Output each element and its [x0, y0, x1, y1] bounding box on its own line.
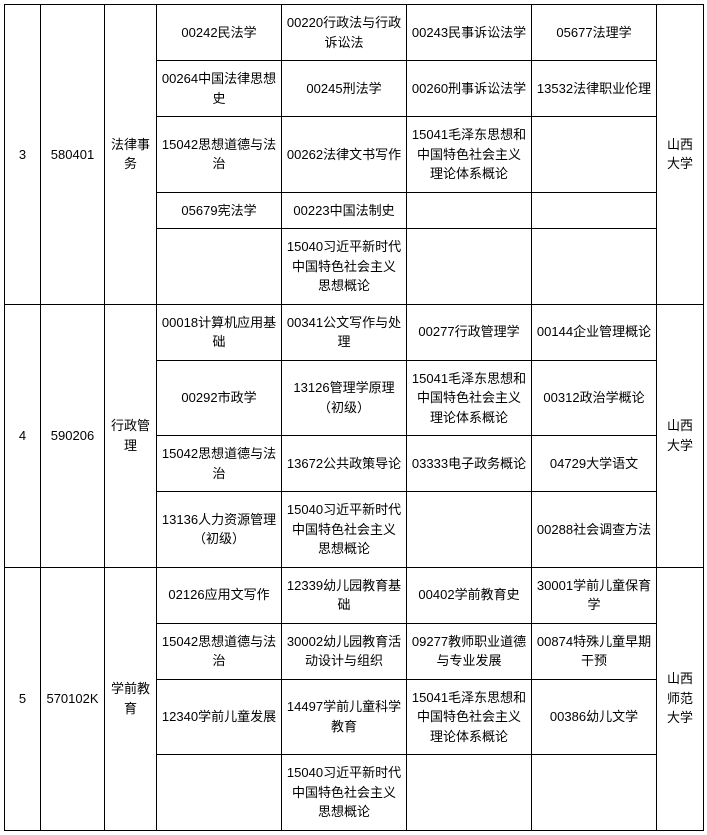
- major-code: 580401: [41, 5, 105, 305]
- row-index: 4: [5, 304, 41, 567]
- course-cell: 15042思想道德与法治: [157, 623, 282, 679]
- course-cell: 30001学前儿童保育学: [532, 567, 657, 623]
- course-cell: [407, 192, 532, 229]
- course-cell: 00245刑法学: [282, 61, 407, 117]
- major-code: 570102K: [41, 567, 105, 830]
- course-cell: [407, 755, 532, 831]
- course-cell: 15041毛泽东思想和中国特色社会主义理论体系概论: [407, 679, 532, 755]
- course-cell: [157, 229, 282, 305]
- course-cell: 00288社会调查方法: [532, 492, 657, 568]
- course-cell: [407, 492, 532, 568]
- course-cell: 02126应用文写作: [157, 567, 282, 623]
- course-cell: 00144企业管理概论: [532, 304, 657, 360]
- course-cell: 15041毛泽东思想和中国特色社会主义理论体系概论: [407, 360, 532, 436]
- course-cell: 00243民事诉讼法学: [407, 5, 532, 61]
- course-cell: 15040习近平新时代中国特色社会主义思想概论: [282, 755, 407, 831]
- school-name: 山西师范大学: [657, 567, 704, 830]
- course-cell: 00262法律文书写作: [282, 117, 407, 193]
- course-cell: 00277行政管理学: [407, 304, 532, 360]
- course-cell: 00260刑事诉讼法学: [407, 61, 532, 117]
- course-cell: [157, 755, 282, 831]
- course-cell: 12340学前儿童发展: [157, 679, 282, 755]
- school-name: 山西大学: [657, 5, 704, 305]
- table-row: 5570102K学前教育02126应用文写作12339幼儿园教育基础00402学…: [5, 567, 704, 623]
- course-cell: 00242民法学: [157, 5, 282, 61]
- table-row: 4590206行政管理00018计算机应用基础00341公文写作与处理00277…: [5, 304, 704, 360]
- course-cell: [532, 229, 657, 305]
- course-cell: 04729大学语文: [532, 436, 657, 492]
- course-cell: 00223中国法制史: [282, 192, 407, 229]
- course-cell: [532, 755, 657, 831]
- row-index: 5: [5, 567, 41, 830]
- major-name: 行政管理: [105, 304, 157, 567]
- course-cell: 00341公文写作与处理: [282, 304, 407, 360]
- course-cell: 15040习近平新时代中国特色社会主义思想概论: [282, 229, 407, 305]
- course-cell: 00874特殊儿童早期干预: [532, 623, 657, 679]
- course-cell: 00386幼儿文学: [532, 679, 657, 755]
- course-cell: 13532法律职业伦理: [532, 61, 657, 117]
- table-row: 3580401法律事务00242民法学00220行政法与行政诉讼法00243民事…: [5, 5, 704, 61]
- major-code: 590206: [41, 304, 105, 567]
- course-cell: 12339幼儿园教育基础: [282, 567, 407, 623]
- course-cell: 05677法理学: [532, 5, 657, 61]
- course-cell: [532, 192, 657, 229]
- course-cell: 13136人力资源管理（初级）: [157, 492, 282, 568]
- course-table: 3580401法律事务00242民法学00220行政法与行政诉讼法00243民事…: [4, 4, 704, 831]
- course-cell: 05679宪法学: [157, 192, 282, 229]
- row-index: 3: [5, 5, 41, 305]
- course-cell: 00292市政学: [157, 360, 282, 436]
- course-cell: 13126管理学原理（初级）: [282, 360, 407, 436]
- course-cell: 14497学前儿童科学教育: [282, 679, 407, 755]
- course-cell: 15041毛泽东思想和中国特色社会主义理论体系概论: [407, 117, 532, 193]
- course-cell: 00402学前教育史: [407, 567, 532, 623]
- course-cell: 30002幼儿园教育活动设计与组织: [282, 623, 407, 679]
- major-name: 学前教育: [105, 567, 157, 830]
- course-cell: 00312政治学概论: [532, 360, 657, 436]
- school-name: 山西大学: [657, 304, 704, 567]
- major-name: 法律事务: [105, 5, 157, 305]
- course-cell: 13672公共政策导论: [282, 436, 407, 492]
- course-cell: [532, 117, 657, 193]
- course-cell: 00220行政法与行政诉讼法: [282, 5, 407, 61]
- course-cell: 03333电子政务概论: [407, 436, 532, 492]
- table-body: 3580401法律事务00242民法学00220行政法与行政诉讼法00243民事…: [5, 5, 704, 831]
- course-cell: 09277教师职业道德与专业发展: [407, 623, 532, 679]
- course-cell: 00018计算机应用基础: [157, 304, 282, 360]
- course-cell: 15040习近平新时代中国特色社会主义思想概论: [282, 492, 407, 568]
- course-cell: 15042思想道德与法治: [157, 117, 282, 193]
- course-cell: 00264中国法律思想史: [157, 61, 282, 117]
- course-cell: 15042思想道德与法治: [157, 436, 282, 492]
- course-cell: [407, 229, 532, 305]
